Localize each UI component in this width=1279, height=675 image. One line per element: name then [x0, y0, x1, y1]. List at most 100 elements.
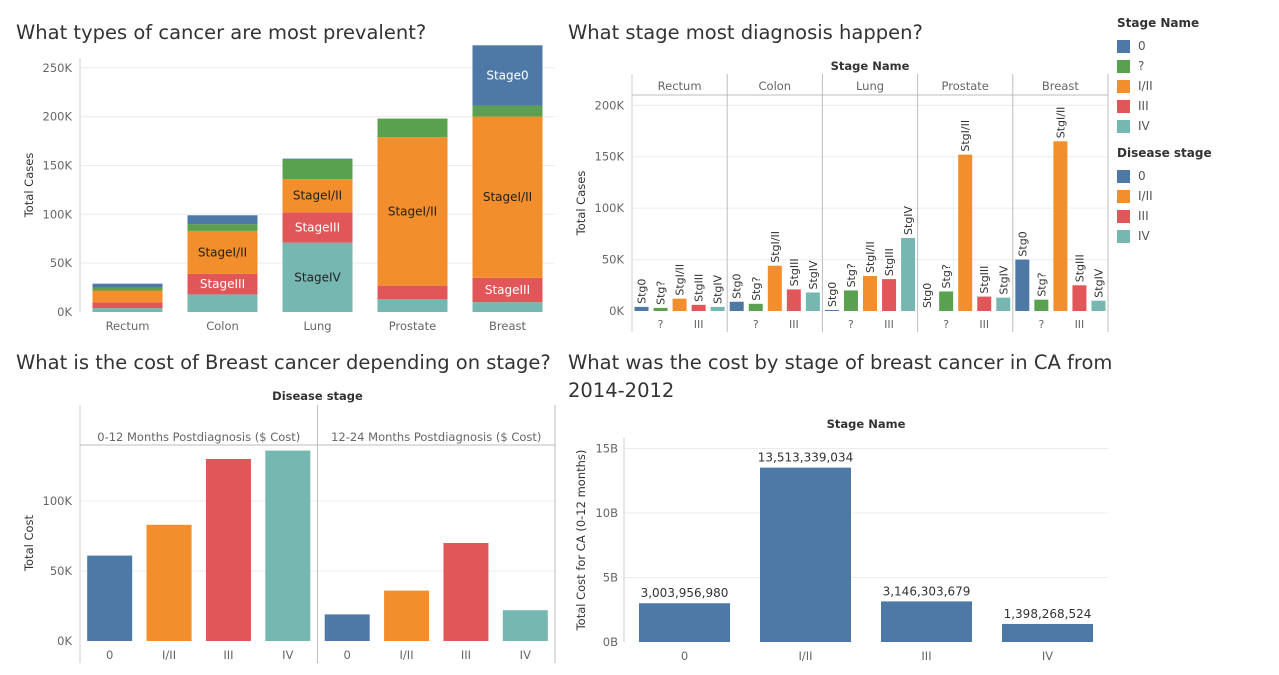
legend-disease-swatch — [1117, 209, 1130, 223]
chart3-panel-label: 0-12 Months Postdiagnosis ($ Cost) — [97, 430, 300, 444]
chart4-x-tick-label: I/II — [798, 649, 812, 663]
chart1-x-tick-label: Prostate — [389, 319, 436, 333]
chart2-bar — [1034, 299, 1049, 311]
legend-disease-item[interactable]: 0 — [1117, 166, 1277, 186]
chart2-panel-label: Prostate — [942, 79, 989, 93]
legend-disease-label: 0 — [1138, 169, 1146, 183]
chart1-x-tick-label: Breast — [489, 319, 526, 333]
chart2-bar-label: StgI/II — [1054, 107, 1067, 139]
legend-stage-swatch — [1117, 99, 1130, 113]
legend-stage-list: 0? I/II III IV — [1117, 36, 1277, 136]
chart2-bar-label: Stg0 — [636, 279, 649, 304]
chart3-bar — [205, 459, 251, 641]
chart2-bar — [691, 304, 706, 311]
chart3-bar — [87, 555, 133, 641]
chart4-y-axis-label: Total Cost for CA (0-12 months) — [574, 450, 588, 632]
chart2-x-tick-label: III — [789, 318, 799, 331]
chart1-bar-label: StageIV — [294, 270, 341, 284]
legend-disease-label: III — [1138, 209, 1149, 223]
chart2-bar-label: Stg? — [1035, 272, 1048, 296]
chart2-bar-label: StgIV — [997, 265, 1010, 295]
chart2-panel-label: Rectum — [658, 79, 702, 93]
chart2-y-tick-label: 50K — [602, 253, 625, 267]
chart1-bar-segment — [282, 159, 353, 180]
chart2-header-title: Stage Name — [831, 59, 910, 73]
chart2-bar — [1015, 259, 1030, 311]
legend-disease-item[interactable]: III — [1117, 206, 1277, 226]
chart1-y-tick-label: 200K — [43, 110, 73, 124]
chart1-bar-label: StageIII — [295, 220, 340, 234]
chart1-bar-segment — [92, 283, 163, 288]
chart4-y-tick-label: 5B — [603, 570, 618, 584]
chart1-y-tick-label: 100K — [43, 207, 73, 221]
chart3-y-tick-label: 0K — [57, 634, 72, 648]
legend-stage-item[interactable]: IV — [1117, 116, 1277, 136]
chart3-header-title: Disease stage — [272, 389, 363, 403]
chart1-bar-label: StageI/II — [388, 204, 437, 218]
chart3-y-tick-label: 50K — [50, 564, 73, 578]
chart2-bar — [1091, 300, 1106, 311]
chart1-bar-segment — [472, 116, 543, 278]
chart1-bar-segment — [377, 137, 448, 286]
chart2-bar — [996, 297, 1011, 311]
chart3-bar — [384, 590, 430, 641]
chart2-x-tick-label: III — [979, 318, 989, 331]
chart3-x-tick-label: I/II — [400, 648, 414, 662]
legend-disease-swatch — [1117, 189, 1130, 203]
legend-disease-item[interactable]: I/II — [1117, 186, 1277, 206]
chart1-y-tick-label: 150K — [43, 158, 73, 172]
chart3-bar — [502, 610, 548, 641]
chart2-bar — [1072, 285, 1087, 311]
legend-stage-label: III — [1138, 99, 1149, 113]
legend-stage-label: IV — [1138, 119, 1150, 133]
legend-stage-item[interactable]: ? — [1117, 56, 1277, 76]
chart2-x-tick-label: ? — [658, 318, 664, 331]
chart2-bar — [958, 154, 973, 311]
chart1-bar-segment — [282, 212, 353, 243]
chart2-y-tick-label: 150K — [595, 150, 625, 164]
chart1-bar-segment — [282, 242, 353, 312]
chart3-x-tick-label: III — [223, 648, 233, 662]
chart3-x-tick-label: III — [461, 648, 471, 662]
chart2-bar — [824, 309, 839, 311]
chart2-x-tick-label: ? — [1038, 318, 1044, 331]
chart2-bar-label: StgI/II — [674, 264, 687, 296]
chart2-bar — [863, 276, 877, 311]
chart1-bar-segment — [92, 308, 163, 312]
chart2-bar-label: Stg0 — [1016, 231, 1029, 256]
legend-stage-item[interactable]: III — [1117, 96, 1277, 116]
legend-stage-label: I/II — [1138, 79, 1153, 93]
chart1-bar-label: StageIII — [200, 277, 245, 291]
chart3-panel-label: 12-24 Months Postdiagnosis ($ Cost) — [331, 430, 541, 444]
chart1-x-tick-label: Lung — [303, 319, 331, 333]
legend-stage-swatch — [1117, 79, 1130, 93]
chart2-bar — [977, 296, 992, 311]
chart2-bar — [729, 301, 744, 311]
chart2-x-tick-label: ? — [848, 318, 854, 331]
chart1-y-tick-label: 0K — [57, 305, 72, 319]
chart3-y-tick-label: 100K — [43, 494, 73, 508]
chart2-bar — [843, 290, 858, 311]
chart2-panel-label: Colon — [759, 79, 792, 93]
legend-stage-label: ? — [1138, 59, 1145, 73]
chart2-x-tick-label: ? — [943, 318, 949, 331]
legend-disease-item[interactable]: IV — [1117, 226, 1277, 246]
chart4-y-tick-label: 15B — [595, 441, 618, 455]
chart2-x-tick-label: III — [884, 318, 894, 331]
chart1-title: What types of cancer are most prevalent? — [16, 21, 427, 44]
chart2-y-axis-label: Total Cases — [574, 171, 588, 237]
chart2-bar — [634, 306, 649, 311]
legend-stage-title: Stage Name — [1117, 16, 1200, 30]
chart2-bar-label: StgI/II — [959, 120, 972, 152]
chart4-bar — [639, 603, 730, 642]
chart1-bar-label: StageI/II — [483, 190, 532, 204]
legend-stage-item[interactable]: 0 — [1117, 36, 1277, 56]
chart2-y-tick-label: 0K — [609, 304, 624, 318]
chart1-bar-segment — [472, 105, 543, 117]
chart1-bar-label: StageI/II — [198, 245, 247, 259]
chart4-title-line1: What was the cost by stage of breast can… — [568, 351, 1113, 374]
chart2-bar-label: StgI/II — [769, 231, 782, 263]
chart2-x-tick-label: ? — [753, 318, 759, 331]
chart1-bar-segment — [377, 299, 448, 312]
legend-stage-item[interactable]: I/II — [1117, 76, 1277, 96]
